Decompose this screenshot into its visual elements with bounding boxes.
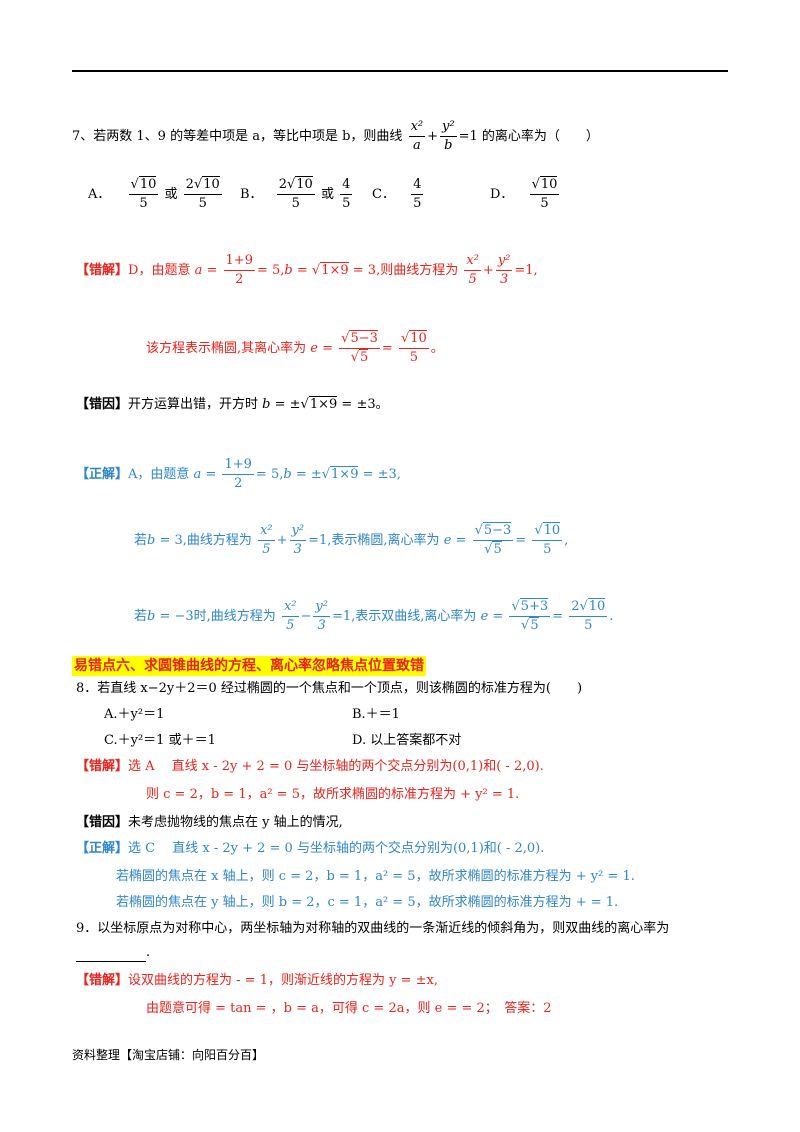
q8-option-a: A.＋y²＝1 — [104, 707, 165, 722]
q8-stem: 8．若直线 x−2y＋2＝0 经过椭圆的一个焦点和一个顶点，则该椭圆的标准方程为… — [76, 681, 583, 696]
q7-correct-solution: 【正解】A，由题意 a = 1+9 2 = 5,b = ±√1×9 = ±3, — [76, 457, 401, 491]
q7-option-d: D． √10 5 — [490, 176, 560, 211]
q8-option-c: C.＋y²＝1 或＋＝1 — [104, 733, 216, 748]
section-heading: 易错点六、求圆锥曲线的方程、离心率忽略焦点位置致错 — [72, 656, 426, 676]
q7-stem: 7、若两数 1、9 的等差中项是 a，等比中项是 b，则曲线 x² a + y² b =1… — [72, 119, 599, 153]
q8-wrong-solution: 【错解】选 A 直线 x - 2y + 2 = 0 与坐标轴的两个交点分别为(0… — [76, 759, 544, 774]
header-rule — [72, 70, 728, 72]
q7-wrong-solution: 【错解】D，由题意 a = 1+9 2 = 5,b = √1×9 = 3,则曲线方程… — [76, 253, 538, 287]
q7-correct-case1: 若b = 3,曲线方程为 x² 5 + y² 3 =1,表示椭圆,离心率为 e = √5−… — [134, 522, 569, 557]
q8-option-d: D. 以上答案都不对 — [352, 733, 462, 748]
q8-correct-solution: 【正解】选 C 直线 x - 2y + 2 = 0 与坐标轴的两个交点分别为(0… — [76, 841, 545, 856]
footer-source: 资料整理【淘宝店铺：向阳百分百】 — [72, 1048, 265, 1062]
q8-option-b: B.＋＝1 — [352, 707, 400, 722]
q8-wrong-solution-line2: 则 c = 2，b = 1，a² = 5，故所求椭圆的标准方程为 + y² = … — [146, 787, 520, 802]
q8-correct-line2: 若椭圆的焦点在 x 轴上，则 c = 2，b = 1，a² = 5，故所求椭圆的… — [116, 869, 635, 884]
q9-wrong-solution: 【错解】设双曲线的方程为 - = 1，则渐近线的方程为 y = ±x, — [76, 973, 438, 988]
q7-error-cause: 【错因】开方运算出错，开方时 b = ±√1×9 = ±3。 — [76, 396, 389, 412]
q7-wrong-solution-line2: 该方程表示椭圆,其离心率为 e = √5−3 √5 = √10 5。 — [146, 330, 444, 365]
q7-option-a: A． √10 5 或 2√10 5 — [88, 176, 222, 211]
q7-fraction-y2b: y² b — [440, 119, 457, 153]
q9-wrong-solution-line2: 由题意可得 = tan = ，b = a，可得 c = 2a，则 e = = 2… — [146, 1001, 552, 1016]
q9-answer-blank: . — [76, 944, 150, 962]
q7-correct-case2: 若b = −3时,曲线方程为 x² 5− y² 3 =1,表示双曲线,离心率为 e = … — [134, 598, 614, 633]
q9-stem: 9．以坐标原点为对称中心，两坐标轴为对称轴的双曲线的一条渐近线的倾斜角为，则双曲… — [76, 921, 670, 936]
q8-error-cause: 【错因】未考虑抛物线的焦点在 y 轴上的情况, — [76, 815, 343, 830]
q7-fraction-x2a: x² a — [408, 119, 426, 153]
q8-correct-line3: 若椭圆的焦点在 y 轴上，则 b = 2，c = 1，a² = 5，故所求椭圆的… — [116, 895, 619, 910]
